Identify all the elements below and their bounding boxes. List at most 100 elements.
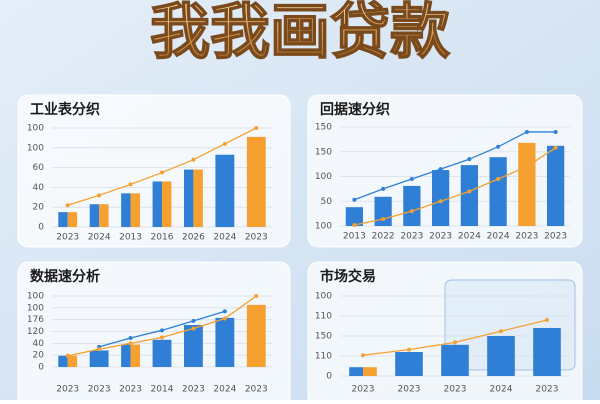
- line-point: [453, 340, 457, 345]
- y-tick-label: 120: [27, 327, 44, 337]
- x-tick-label: 2013: [343, 232, 366, 242]
- bar: [121, 193, 131, 227]
- line-point: [128, 341, 133, 346]
- line-point: [191, 318, 196, 323]
- line: [354, 147, 556, 226]
- line-point: [352, 197, 357, 202]
- bar: [547, 145, 565, 226]
- line-point: [128, 336, 133, 341]
- line-point: [65, 203, 70, 208]
- y-tick-label: 100: [315, 172, 332, 182]
- bar: [363, 367, 377, 376]
- y-tick-label: 20: [33, 203, 45, 213]
- bar: [58, 355, 68, 367]
- y-tick-label: 50: [321, 197, 333, 207]
- bar: [246, 136, 266, 227]
- line-point: [160, 335, 164, 340]
- panel-title: 回据速分织: [320, 101, 390, 118]
- bar: [184, 324, 203, 367]
- bar: [489, 157, 507, 226]
- x-tick-label: 2023: [400, 232, 423, 242]
- x-tick-label: 2024: [487, 232, 510, 242]
- y-tick-label: 150: [315, 123, 332, 133]
- line-point: [438, 199, 443, 204]
- panel: [17, 261, 291, 404]
- bar: [121, 344, 131, 367]
- x-tick-label: 2024: [458, 232, 481, 242]
- x-tick-label: 2024: [88, 233, 111, 243]
- x-tick-label: 2023: [544, 232, 567, 242]
- y-tick-label: 110: [315, 352, 332, 362]
- y-tick-label: 176: [27, 315, 44, 325]
- panel-title: 数据速分析: [30, 268, 100, 285]
- bar: [89, 204, 100, 227]
- line-point: [191, 326, 196, 331]
- line-point: [381, 217, 386, 222]
- line-point: [160, 170, 164, 175]
- x-tick-label: 2023: [444, 385, 467, 395]
- line-point: [160, 328, 164, 333]
- line-point: [97, 193, 102, 198]
- line-point: [254, 126, 259, 130]
- x-tick-label: 2023: [245, 233, 268, 243]
- y-tick-label: 60: [33, 163, 45, 173]
- bar: [130, 344, 140, 367]
- x-tick-label: 2023: [119, 385, 142, 395]
- bar: [432, 170, 450, 226]
- bar: [152, 339, 172, 367]
- bar: [152, 181, 162, 227]
- y-tick-label: 20: [33, 351, 45, 361]
- x-tick-label: 2023: [88, 385, 111, 395]
- bar: [67, 212, 78, 227]
- line-point: [191, 157, 196, 162]
- bar: [374, 196, 392, 226]
- x-tick-label: 2024: [490, 385, 513, 395]
- x-tick-label: 2024: [213, 385, 236, 395]
- y-tick-label: 40: [33, 183, 45, 193]
- bar: [349, 367, 363, 376]
- line: [354, 131, 556, 201]
- bar: [67, 355, 78, 367]
- line-point: [65, 353, 70, 358]
- x-tick-label: 2023: [56, 233, 79, 243]
- x-tick-label: 2013: [119, 233, 142, 243]
- bar: [215, 317, 235, 367]
- line-point: [128, 182, 133, 187]
- bar: [89, 350, 109, 367]
- y-tick-label: 100: [27, 303, 44, 313]
- line-point: [545, 318, 549, 322]
- y-tick-label: 150: [315, 147, 332, 157]
- bar: [184, 169, 194, 227]
- bar: [99, 204, 109, 227]
- x-tick-label: 2023: [352, 385, 375, 395]
- bar: [58, 212, 68, 227]
- line-point: [499, 329, 503, 334]
- x-tick-label: 2022: [372, 232, 395, 242]
- y-tick-label: 100: [315, 222, 332, 232]
- line-point: [496, 144, 501, 149]
- y-tick-label: 100: [27, 124, 44, 134]
- y-tick-label: 0: [38, 363, 44, 373]
- bar: [345, 207, 363, 226]
- line-point: [467, 189, 472, 194]
- y-tick-label: 150: [315, 332, 332, 342]
- bar: [403, 185, 421, 226]
- y-tick-label: 100: [27, 143, 44, 153]
- bar: [215, 154, 235, 227]
- line-point: [409, 176, 414, 181]
- x-tick-label: 2026: [182, 233, 205, 243]
- bar: [487, 336, 515, 376]
- bar: [518, 142, 536, 226]
- x-tick-label: 2023: [245, 385, 268, 395]
- bar: [162, 181, 172, 227]
- line-point: [496, 176, 501, 181]
- bar: [441, 344, 469, 376]
- y-tick-label: 100: [27, 292, 44, 302]
- line-point: [352, 223, 357, 228]
- x-tick-label: 2023: [536, 385, 559, 395]
- line-point: [381, 186, 386, 191]
- line-point: [524, 164, 529, 169]
- line-point: [553, 145, 558, 150]
- x-tick-label: 2023: [398, 385, 421, 395]
